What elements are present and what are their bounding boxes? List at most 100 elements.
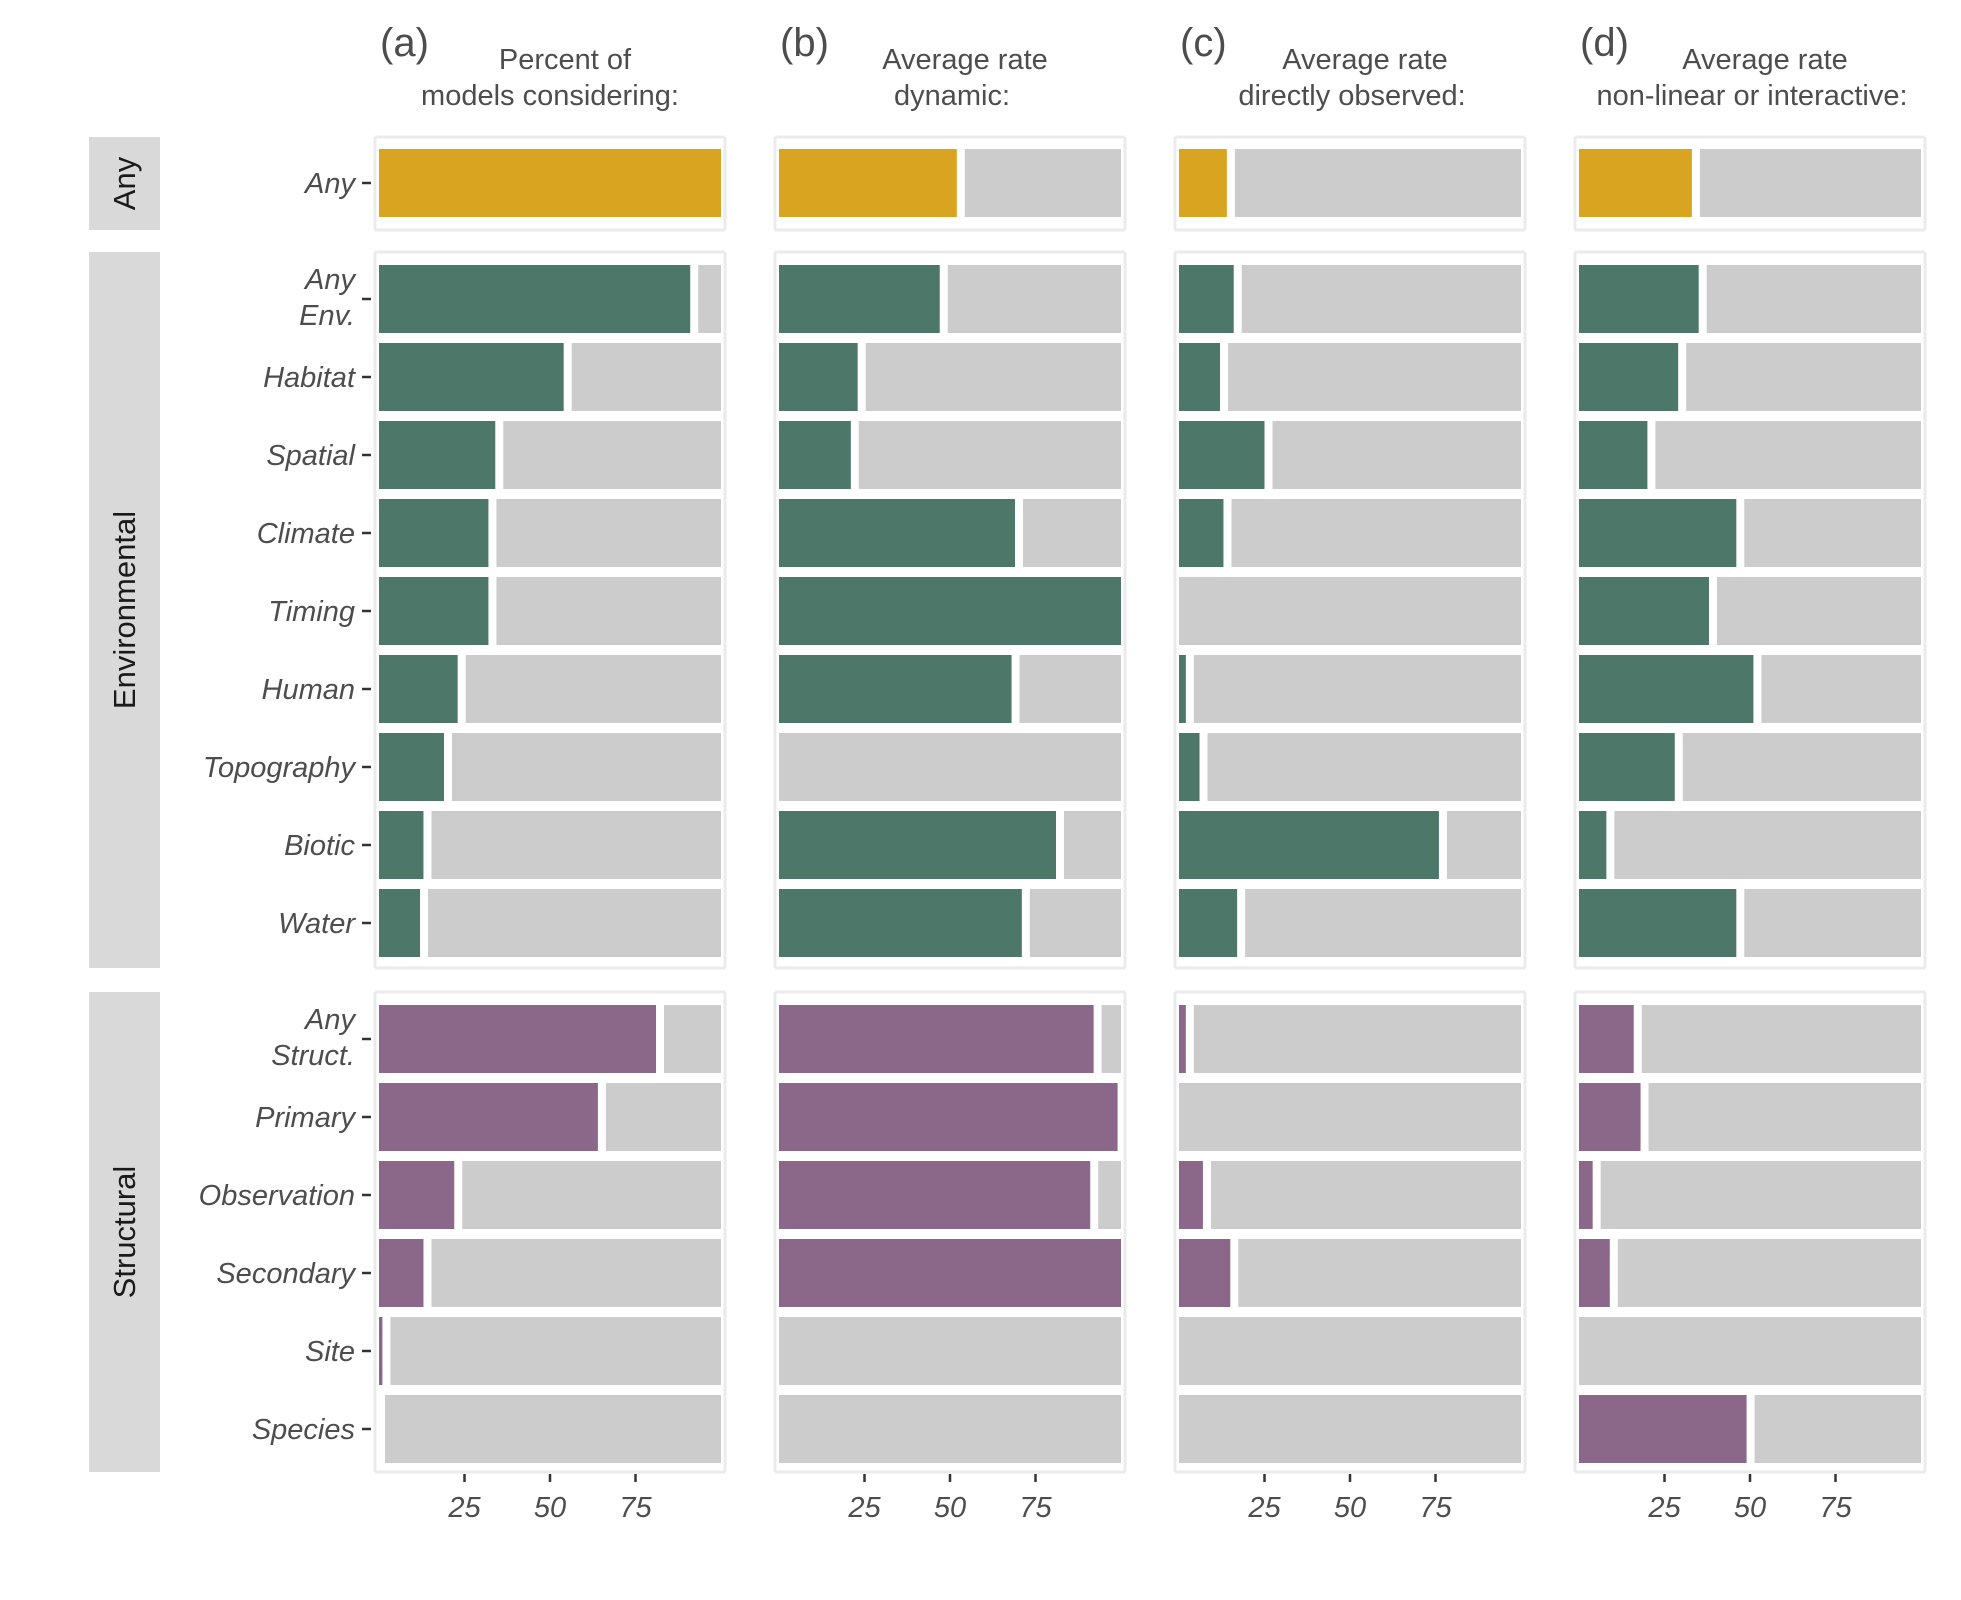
bar-value-secondary <box>379 1239 424 1307</box>
bar-remainder-any-struct <box>1101 1005 1121 1073</box>
bar-value-secondary <box>1579 1239 1610 1307</box>
row-label-any: Any <box>303 168 356 200</box>
bar-remainder-climate <box>1022 499 1121 567</box>
bar-value-spatial <box>779 421 851 489</box>
bar-remainder-topography <box>451 733 721 801</box>
bar-value-biotic <box>1579 811 1607 879</box>
bar-remainder-species <box>779 1395 1121 1463</box>
strip-background <box>89 992 160 1472</box>
strip-any: Any <box>89 137 160 230</box>
bar-value-topography <box>379 733 444 801</box>
bar-value-secondary <box>779 1239 1121 1307</box>
bar-remainder-primary <box>1179 1083 1521 1151</box>
bar-remainder-species <box>1754 1395 1921 1463</box>
panel-title-line-2: models considering: <box>421 80 679 112</box>
bar-remainder-primary <box>605 1083 721 1151</box>
panel-letter: (a) <box>380 21 429 65</box>
bar-remainder-biotic <box>431 811 721 879</box>
strip-environmental: Environmental <box>89 252 160 968</box>
bar-remainder-human <box>1193 655 1521 723</box>
row-label-topography: Topography <box>203 752 357 784</box>
bar-remainder-any <box>1234 149 1521 217</box>
panel-title-line-1: Average rate <box>1682 44 1848 76</box>
row-label-biotic: Biotic <box>284 830 355 862</box>
x-tick-label: 25 <box>447 1492 481 1524</box>
strip-label-any: Any <box>107 156 142 210</box>
bar-value-human <box>1179 655 1186 723</box>
panel-title-line-2: directly observed: <box>1238 80 1465 112</box>
bar-remainder-water <box>1245 889 1521 957</box>
bar-value-biotic <box>379 811 424 879</box>
panel-title: Average rate dynamic: <box>882 44 1048 112</box>
bar-value-observation <box>1179 1161 1203 1229</box>
panel-title-line-1: Average rate <box>1282 44 1448 76</box>
bar-value-primary <box>379 1083 598 1151</box>
row-label-line-2: Env. <box>299 300 355 332</box>
bar-value-climate <box>779 499 1015 567</box>
bar-value-any-struct <box>379 1005 657 1073</box>
x-tick-label: 50 <box>1734 1492 1766 1524</box>
bar-value-any-env <box>1579 265 1699 333</box>
bar-value-biotic <box>1179 811 1439 879</box>
bar-value-any-struct <box>1179 1005 1186 1073</box>
bar-value-observation <box>379 1161 455 1229</box>
bar-remainder-site <box>390 1317 721 1385</box>
x-tick-label: 50 <box>1334 1492 1366 1524</box>
x-tick-label: 25 <box>1647 1492 1681 1524</box>
strip-background <box>89 252 160 968</box>
bar-value-human <box>1579 655 1754 723</box>
bar-remainder-observation <box>462 1161 721 1229</box>
bar-value-topography <box>1179 733 1200 801</box>
x-tick-label: 50 <box>534 1492 566 1524</box>
bar-value-biotic <box>779 811 1057 879</box>
bar-value-water <box>379 889 421 957</box>
bar-remainder-habitat <box>1228 343 1521 411</box>
strip-structural: Structural <box>89 992 160 1472</box>
bar-remainder-spatial <box>1272 421 1521 489</box>
bar-value-water <box>1179 889 1238 957</box>
bar-remainder-primary <box>1648 1083 1921 1151</box>
x-tick-label: 75 <box>1419 1492 1452 1524</box>
x-tick-label: 75 <box>1019 1492 1052 1524</box>
bar-value-water <box>1579 889 1737 957</box>
panel-d: (d) Average rate non-linear or interactive… <box>1573 21 1927 1524</box>
bar-remainder-climate <box>1744 499 1921 567</box>
bar-remainder-biotic <box>1064 811 1121 879</box>
bar-value-climate <box>1179 499 1224 567</box>
bar-value-any-struct <box>1579 1005 1634 1073</box>
bar-remainder-any-struct <box>664 1005 721 1073</box>
bar-remainder-water <box>428 889 721 957</box>
panel-title-line-2: dynamic: <box>894 80 1010 112</box>
panel-title-line-1: Percent of <box>499 44 632 76</box>
row-label-line-1: Any <box>303 1004 356 1036</box>
bar-value-habitat <box>1179 343 1221 411</box>
bar-value-primary <box>779 1083 1118 1151</box>
row-label-any-env: Any Env. <box>299 264 356 332</box>
bar-value-spatial <box>379 421 496 489</box>
bar-value-timing <box>779 577 1121 645</box>
panel-title-line-1: Average rate <box>882 44 1048 76</box>
bar-remainder-secondary <box>1617 1239 1921 1307</box>
bar-value-species <box>1579 1395 1747 1463</box>
panel-letter: (c) <box>1180 21 1227 65</box>
bar-remainder-biotic <box>1446 811 1521 879</box>
row-label-water: Water <box>278 908 356 940</box>
bar-value-topography <box>1579 733 1675 801</box>
bar-value-primary <box>1579 1083 1641 1151</box>
panel-title: Average rate non-linear or interactive: <box>1596 44 1907 112</box>
bar-remainder-timing <box>1179 577 1521 645</box>
bar-remainder-human <box>1761 655 1921 723</box>
bar-remainder-any-struct <box>1641 1005 1921 1073</box>
row-label-observation: Observation <box>199 1180 355 1212</box>
row-label-climate: Climate <box>257 518 355 550</box>
bar-remainder-secondary <box>1238 1239 1521 1307</box>
bar-remainder-topography <box>1207 733 1521 801</box>
x-tick-label: 25 <box>1247 1492 1281 1524</box>
bar-value-human <box>379 655 458 723</box>
bar-value-any-struct <box>779 1005 1094 1073</box>
bar-value-site <box>379 1317 383 1385</box>
bar-value-timing <box>379 577 489 645</box>
bar-remainder-any <box>1699 149 1921 217</box>
row-label-species: Species <box>252 1414 355 1446</box>
row-label-line-2: Struct. <box>271 1040 355 1072</box>
